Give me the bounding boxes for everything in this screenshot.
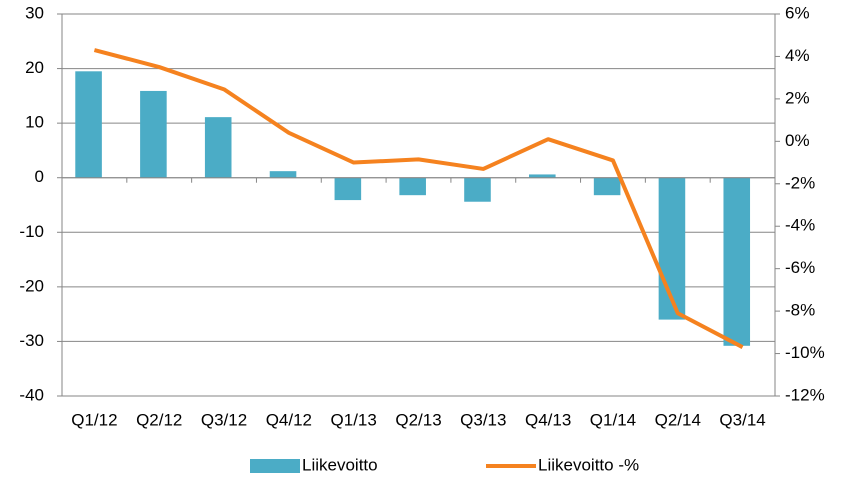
y2-tick-label: -8% bbox=[785, 301, 815, 320]
y-tick-label: 0 bbox=[35, 167, 44, 186]
bar bbox=[269, 171, 297, 178]
y-tick-label: 10 bbox=[25, 113, 44, 132]
x-tick-label: Q4/13 bbox=[525, 410, 571, 429]
legend-label: Liikevoitto -% bbox=[538, 455, 639, 474]
y-tick-label: 30 bbox=[25, 3, 44, 22]
y2-tick-label: 4% bbox=[785, 46, 810, 65]
x-tick-label: Q3/12 bbox=[201, 410, 247, 429]
bar bbox=[529, 174, 556, 178]
x-tick-label: Q2/12 bbox=[136, 410, 182, 429]
bar bbox=[464, 177, 491, 202]
y-tick-label: 20 bbox=[25, 58, 44, 77]
bar bbox=[399, 177, 426, 196]
y-tick-label: -10 bbox=[19, 222, 44, 241]
x-tick-label: Q3/13 bbox=[460, 410, 506, 429]
legend-swatch bbox=[250, 459, 300, 473]
legend-label: Liikevoitto bbox=[302, 455, 378, 474]
x-tick-label: Q1/12 bbox=[71, 410, 117, 429]
y2-tick-label: 6% bbox=[785, 3, 810, 22]
x-tick-label: Q4/12 bbox=[266, 410, 312, 429]
y2-tick-label: -10% bbox=[785, 343, 825, 362]
x-tick-label: Q1/14 bbox=[590, 410, 636, 429]
y-tick-label: -30 bbox=[19, 331, 44, 350]
y2-tick-label: -12% bbox=[785, 385, 825, 404]
bar bbox=[723, 177, 751, 346]
x-tick-label: Q2/14 bbox=[655, 410, 701, 429]
x-tick-label: Q1/13 bbox=[331, 410, 377, 429]
y2-tick-label: -6% bbox=[785, 258, 815, 277]
y2-tick-label: 2% bbox=[785, 88, 810, 107]
y2-tick-label: -2% bbox=[785, 173, 815, 192]
x-tick-label: Q2/13 bbox=[395, 410, 441, 429]
y-tick-label: -40 bbox=[19, 385, 44, 404]
bar bbox=[204, 117, 232, 178]
bar bbox=[75, 71, 102, 178]
bar bbox=[334, 177, 362, 201]
bar bbox=[140, 90, 167, 178]
y2-tick-label: -4% bbox=[785, 216, 815, 235]
line bbox=[93, 48, 744, 349]
x-tick-label: Q3/14 bbox=[719, 410, 765, 429]
y-tick-label: -20 bbox=[19, 276, 44, 295]
bar bbox=[593, 177, 621, 196]
y2-tick-label: 0% bbox=[785, 131, 810, 150]
